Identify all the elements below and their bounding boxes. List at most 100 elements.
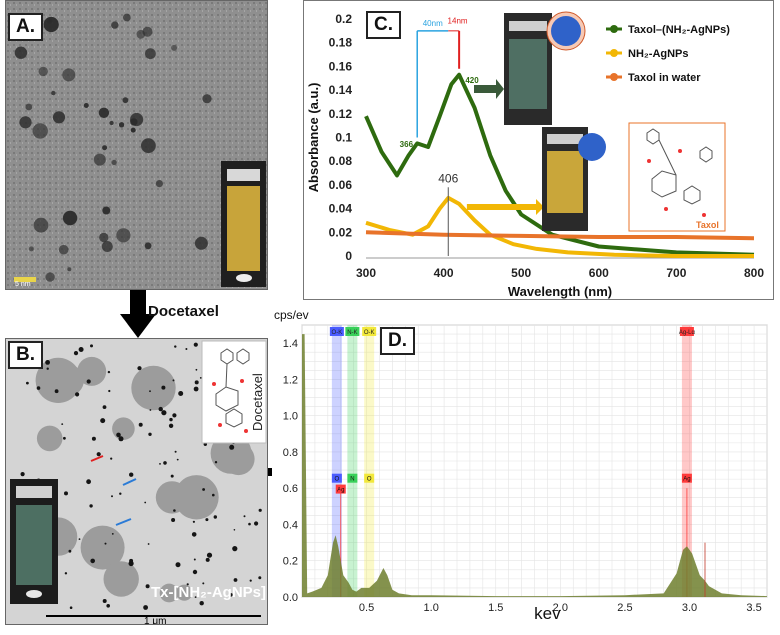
nanoparticle — [199, 601, 204, 606]
y-tick-label: 0.16 — [329, 59, 353, 73]
legend-swatch-dot — [610, 73, 618, 81]
nanoparticle — [45, 272, 55, 282]
nanoparticle — [25, 103, 33, 111]
y-tick-label: 0.6 — [283, 483, 298, 495]
nanoparticle — [141, 138, 156, 154]
nanoparticle — [52, 111, 66, 124]
y-tick-label: 0.1 — [335, 131, 352, 145]
nanoparticle — [202, 94, 212, 104]
nanoparticle — [91, 436, 96, 441]
nanoparticle — [155, 180, 163, 188]
nanoparticle — [69, 606, 73, 609]
x-axis-title: Wavelength (nm) — [508, 284, 612, 299]
nanoparticle — [36, 386, 41, 390]
element-band-tag-label: O-K — [364, 330, 375, 336]
nanoparticle — [78, 538, 81, 540]
nanoparticle — [118, 436, 124, 442]
nanoparticle — [102, 206, 111, 215]
scale-bar-a — [14, 277, 36, 282]
docetaxel-label: Docetaxel — [250, 373, 265, 431]
y-tick-label: 1.0 — [283, 411, 298, 423]
x-tick-label: 1.0 — [424, 602, 439, 614]
nanoparticle — [130, 127, 136, 133]
legend-label: Taxol–(NH₂-AgNPs) — [628, 24, 730, 36]
nanoparticle — [176, 458, 179, 461]
y-tick-label: 0.8 — [283, 447, 298, 459]
x-tick-label: 400 — [434, 266, 454, 280]
uv-vis-plot: 300 400 500 600 700 800 0 0.02 0.04 0.06 0.08 0.1 0.… — [306, 11, 764, 299]
element-band — [347, 325, 358, 597]
arrow-label-docetaxel: Docetaxel — [148, 303, 219, 320]
nanoparticle — [130, 112, 144, 127]
nanoparticle — [172, 379, 175, 382]
nanoparticle — [64, 572, 68, 575]
peak-420-label: 420 — [465, 76, 479, 85]
nanoparticle — [175, 562, 181, 568]
panel-label-b: B. — [8, 341, 43, 369]
panel-label-d: D. — [380, 327, 415, 355]
nanoparticle — [75, 392, 80, 397]
y-tick-label: 0.18 — [329, 36, 353, 50]
element-band — [364, 325, 375, 597]
nanoparticle — [102, 145, 108, 151]
nanoparticle — [192, 569, 198, 575]
nanoparticle — [119, 492, 122, 495]
nanoparticle — [100, 418, 106, 424]
organic-cluster — [112, 417, 135, 440]
nanoparticle — [111, 495, 113, 498]
x-tick-label: 300 — [356, 266, 376, 280]
nanoparticle — [193, 386, 199, 392]
nanoparticle — [107, 370, 111, 374]
nanoparticle — [20, 472, 25, 477]
nanoparticle — [68, 549, 72, 553]
scale-bar-label-a: 5 nm — [15, 281, 31, 288]
nanoparticle — [54, 389, 59, 394]
element-band-tag-label: Ag-Lα — [679, 330, 696, 336]
nanoparticle — [118, 122, 125, 128]
nanoparticle — [233, 529, 236, 531]
nanoparticle — [144, 501, 147, 504]
organic-cluster — [77, 356, 107, 386]
nanoparticle — [174, 450, 177, 453]
element-marker — [681, 473, 692, 483]
nanoparticle — [159, 463, 161, 465]
x-tick-label: 3.0 — [682, 602, 697, 614]
panel-label-a: A. — [8, 13, 43, 41]
organic-cluster — [222, 442, 255, 476]
cuvette-inset-yellow — [542, 127, 606, 231]
element-band-tag-label: O-K — [332, 330, 343, 336]
nanoparticle — [93, 153, 106, 166]
element-band — [331, 325, 342, 597]
nanoparticle — [254, 521, 259, 526]
nanoparticle — [137, 366, 142, 371]
nanoparticle — [194, 596, 197, 598]
nanoparticle — [86, 379, 91, 384]
nanoparticle — [249, 579, 252, 582]
nanoparticle — [73, 351, 79, 356]
y-tick-label: 0.04 — [329, 202, 353, 216]
shift-40-label: 40nm — [423, 19, 443, 28]
nanoparticle — [116, 228, 131, 243]
nanoparticle — [212, 493, 215, 497]
nanoparticle — [193, 342, 198, 347]
x-tick-label: 700 — [666, 266, 686, 280]
nanoparticle — [90, 558, 95, 564]
organic-cluster — [159, 583, 179, 603]
nanoparticle — [173, 509, 176, 512]
arrow-down — [120, 290, 156, 338]
nanoparticle — [63, 436, 66, 440]
y-tick-label: 1.4 — [283, 338, 298, 350]
organic-cluster — [174, 475, 219, 520]
organic-cluster — [155, 481, 189, 514]
arrow-to-green-cuvette — [474, 79, 504, 99]
x-tick-label: 600 — [589, 266, 609, 280]
element-band-tag — [679, 327, 694, 336]
nanoparticle — [161, 385, 166, 390]
nanoparticle — [67, 267, 72, 272]
nanoparticle — [62, 68, 76, 82]
nanoparticle — [99, 232, 109, 243]
nanoparticle — [102, 405, 107, 409]
nanoparticle — [89, 504, 93, 508]
y-tick-label: 0.2 — [283, 556, 298, 568]
nanoparticle — [191, 532, 197, 537]
